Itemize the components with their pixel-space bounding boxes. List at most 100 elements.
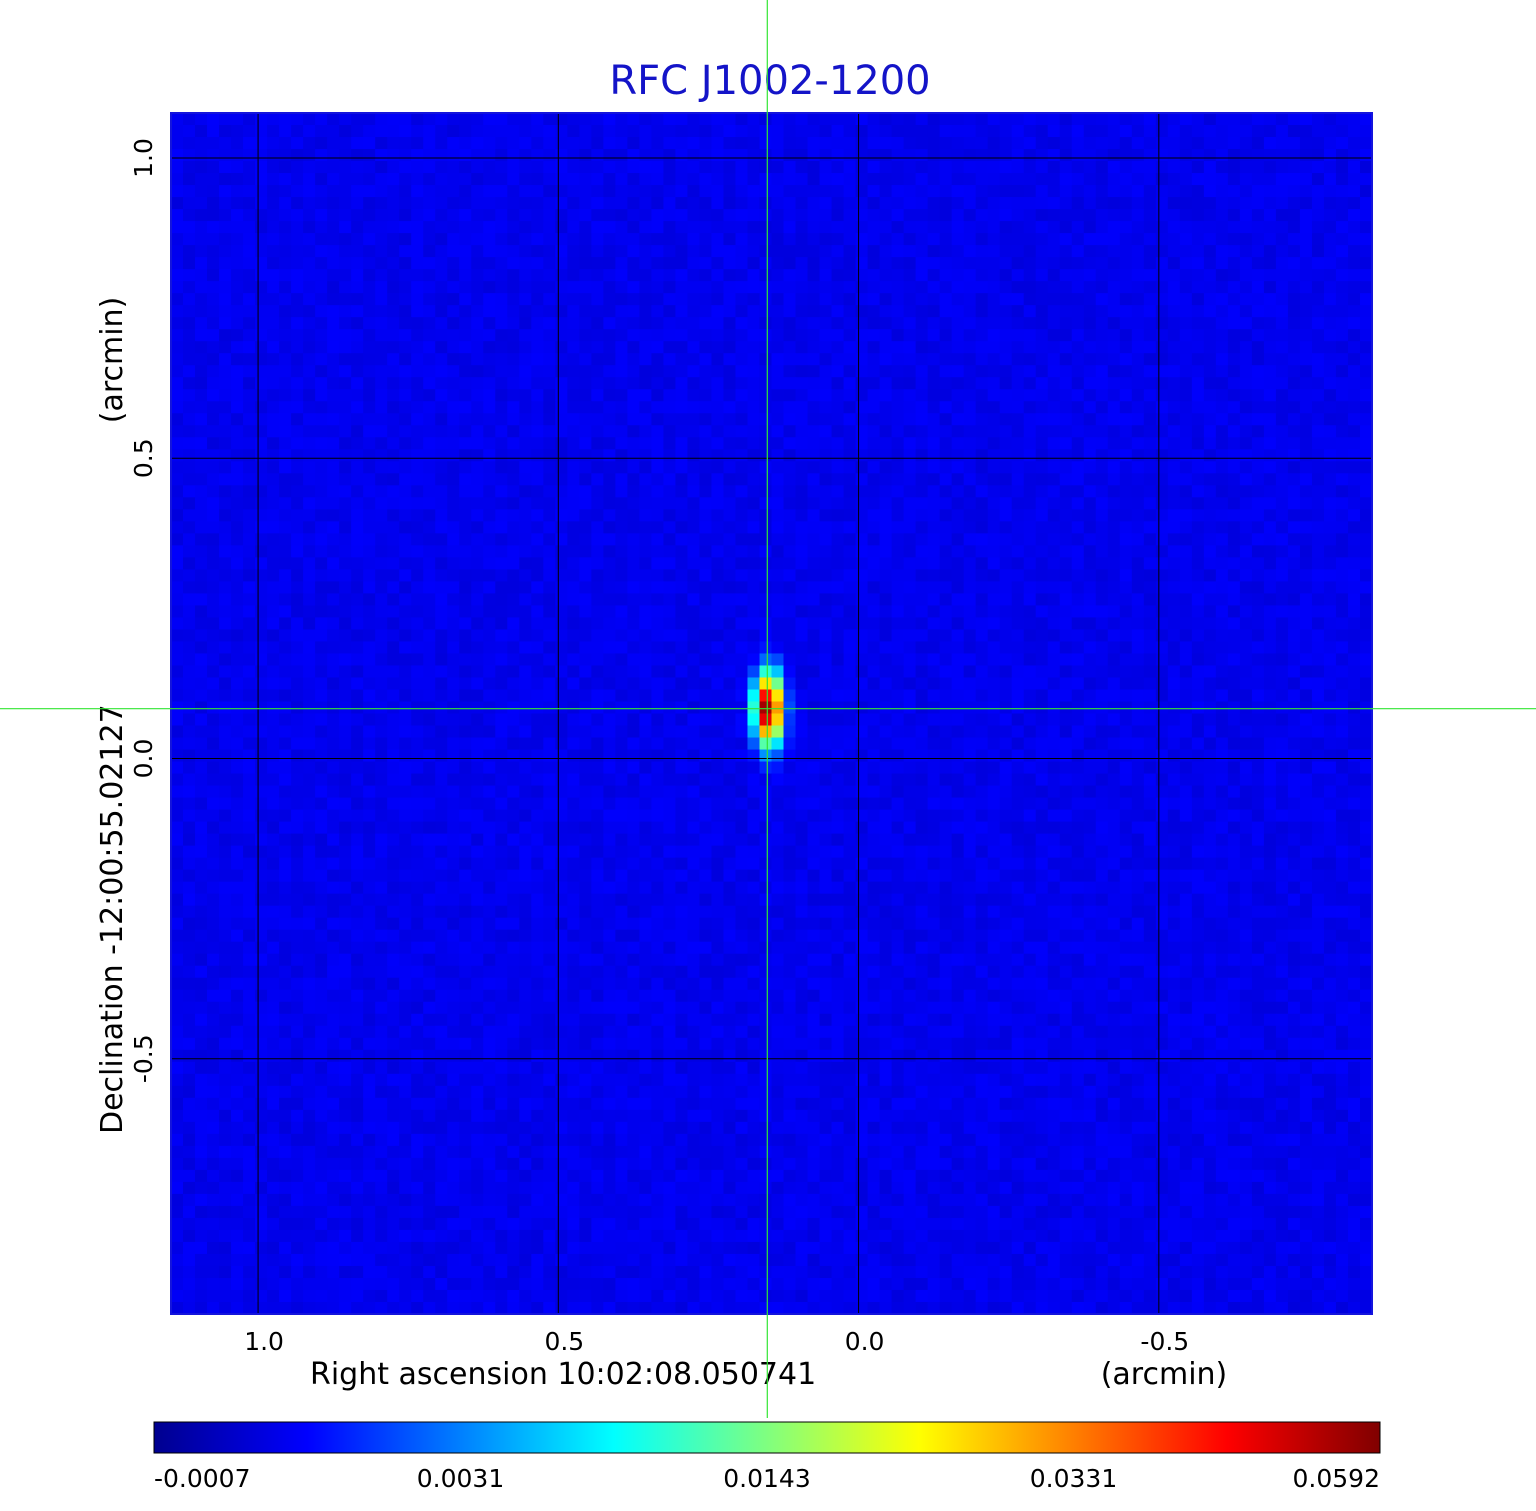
heatmap-cell <box>1323 113 1337 126</box>
heatmap-cell <box>963 521 977 534</box>
heatmap-cell <box>999 281 1013 294</box>
heatmap-cell <box>291 125 304 138</box>
heatmap-cell <box>1035 197 1049 210</box>
heatmap-cell <box>411 185 424 198</box>
heatmap-cell <box>1155 257 1169 270</box>
heatmap-cell <box>567 377 580 390</box>
heatmap-cell <box>1191 269 1205 282</box>
heatmap-cell <box>999 137 1013 150</box>
heatmap-cell <box>783 197 797 210</box>
heatmap-cell <box>903 353 917 366</box>
heatmap-cell <box>1035 425 1049 438</box>
heatmap-cell <box>1275 533 1289 546</box>
heatmap-cell <box>1311 641 1325 655</box>
heatmap-cell <box>747 665 761 679</box>
heatmap-cell <box>483 677 496 691</box>
heatmap-cell <box>939 593 953 607</box>
heatmap-cell <box>603 173 616 186</box>
heatmap-cell <box>267 305 280 318</box>
heatmap-cell <box>963 473 977 486</box>
heatmap-cell <box>1059 449 1073 462</box>
heatmap-cell <box>675 137 689 150</box>
heatmap-cell <box>339 377 352 390</box>
heatmap-cell <box>819 293 833 306</box>
heatmap-cell <box>267 653 280 667</box>
heatmap-cell <box>1311 545 1325 558</box>
heatmap-cell <box>891 365 905 378</box>
heatmap-cell <box>795 521 809 534</box>
heatmap-cell <box>399 485 412 498</box>
heatmap-cell <box>1263 317 1277 330</box>
heatmap-cell <box>783 569 797 582</box>
heatmap-cell <box>1131 605 1145 619</box>
heatmap-cell <box>1131 653 1145 667</box>
heatmap-cell <box>447 269 460 282</box>
heatmap-cell <box>195 545 208 558</box>
heatmap-cell <box>1047 413 1061 426</box>
heatmap-cell <box>183 689 196 703</box>
heatmap-cell <box>699 485 713 498</box>
heatmap-cell <box>495 113 508 126</box>
heatmap-cell <box>1215 521 1229 534</box>
heatmap-cell <box>519 545 532 558</box>
heatmap-cell <box>639 305 652 318</box>
heatmap-cell <box>627 425 640 438</box>
heatmap-cell <box>807 581 821 594</box>
heatmap-cell <box>975 533 989 546</box>
heatmap-cell <box>807 641 821 655</box>
heatmap-cell <box>1035 653 1049 667</box>
heatmap-cell <box>1263 593 1277 607</box>
heatmap-cell <box>459 317 472 330</box>
heatmap-cell <box>1347 617 1361 631</box>
heatmap-cell <box>1347 497 1361 510</box>
heatmap-cell <box>1359 185 1373 198</box>
heatmap-cell <box>1095 233 1109 246</box>
heatmap-cell <box>1227 113 1241 126</box>
heatmap-cell <box>831 617 845 631</box>
heatmap-cell <box>591 293 604 306</box>
heatmap-cell <box>495 509 508 522</box>
heatmap-cell <box>1191 401 1205 414</box>
heatmap-cell <box>459 281 472 294</box>
heatmap-cell <box>447 641 460 655</box>
heatmap-cell <box>1095 317 1109 330</box>
heatmap-cell <box>387 521 400 534</box>
heatmap-cell <box>1143 377 1157 390</box>
heatmap-cell <box>1035 605 1049 619</box>
heatmap-cell <box>375 341 388 354</box>
heatmap-cell <box>1011 557 1025 570</box>
heatmap-cell <box>555 425 568 438</box>
heatmap-cell <box>1335 113 1349 126</box>
heatmap-cell <box>567 605 580 619</box>
heatmap-cell <box>579 281 592 294</box>
heatmap-cell <box>807 689 821 703</box>
heatmap-cell <box>1047 233 1061 246</box>
heatmap-cell <box>543 233 556 246</box>
heatmap-cell <box>1227 629 1241 643</box>
heatmap-cell <box>1095 257 1109 270</box>
heatmap-cell <box>399 413 412 426</box>
heatmap-cell <box>591 629 604 643</box>
heatmap-cell <box>255 497 268 510</box>
heatmap-cell <box>783 341 797 354</box>
heatmap-cell <box>387 173 400 186</box>
heatmap-cell <box>531 113 544 126</box>
heatmap-cell <box>447 425 460 438</box>
heatmap-cell <box>435 389 448 402</box>
heatmap-cell <box>771 221 785 234</box>
heatmap-cell <box>879 641 893 655</box>
heatmap-cell <box>363 605 376 619</box>
heatmap-cell <box>1239 665 1253 679</box>
heatmap-cell <box>531 437 544 450</box>
heatmap-cell <box>747 509 761 522</box>
heatmap-cell <box>855 149 869 162</box>
heatmap-cell <box>399 701 412 715</box>
heatmap-cell <box>735 353 749 366</box>
heatmap-cell <box>1203 401 1217 414</box>
heatmap-cell <box>519 569 532 582</box>
heatmap-cell <box>1035 185 1049 198</box>
heatmap-cell <box>903 377 917 390</box>
heatmap-cell <box>459 461 472 474</box>
heatmap-cell <box>219 233 232 246</box>
heatmap-cell <box>771 689 785 703</box>
